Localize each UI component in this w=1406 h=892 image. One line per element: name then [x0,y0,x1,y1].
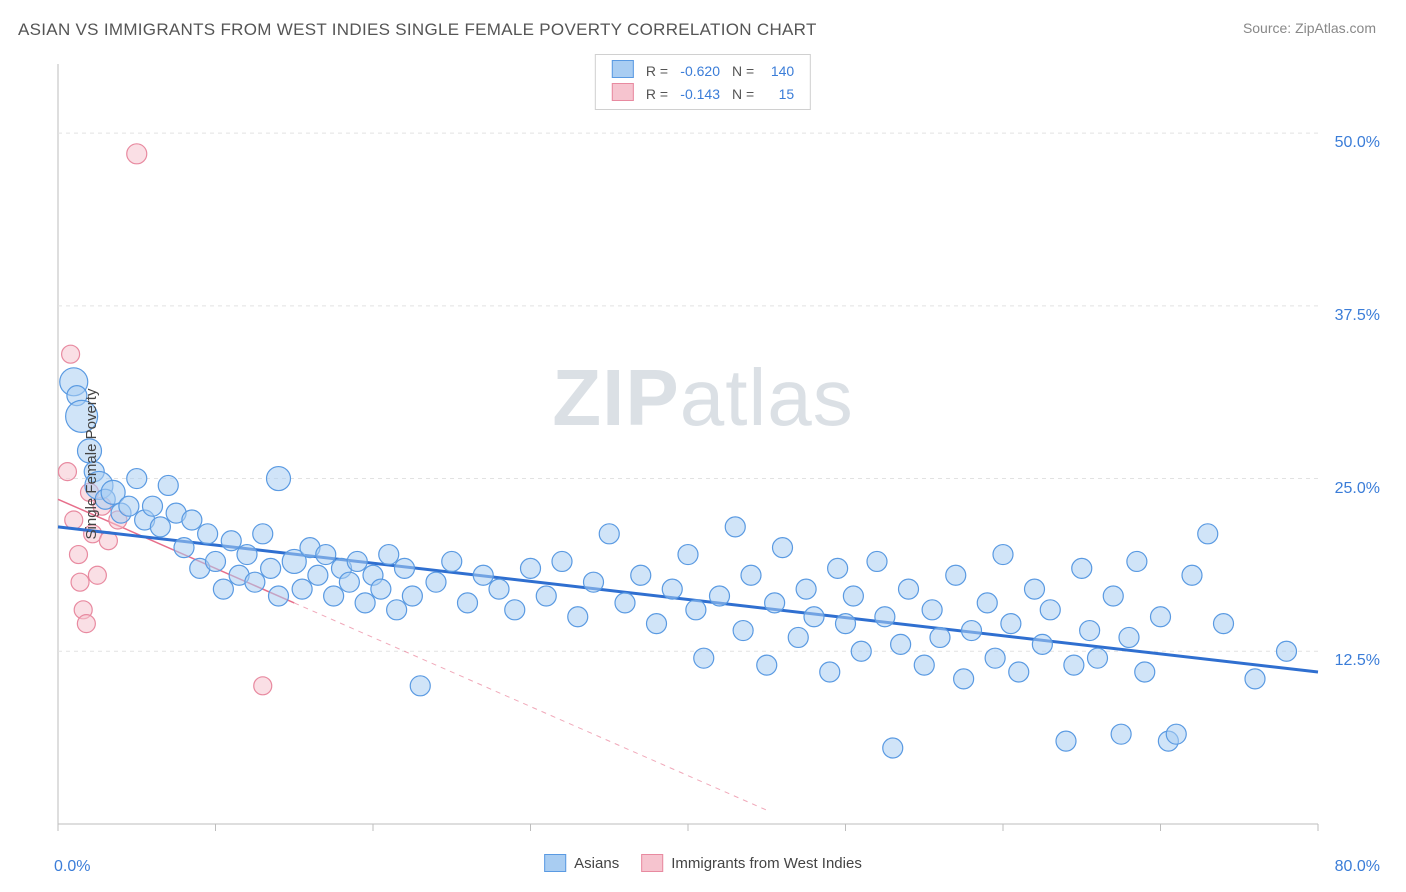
legend-swatch-west-indies [612,83,634,101]
series-legend: Asians Immigrants from West Indies [544,854,862,872]
legend-item-asians: Asians [544,854,619,872]
source-attribution: Source: ZipAtlas.com [1243,20,1376,36]
stats-row-west-indies: R = -0.143 N = 15 [606,82,800,105]
xtick-max-label: 80.0% [1335,858,1380,876]
legend-swatch-icon [641,854,663,872]
chart-title: ASIAN VS IMMIGRANTS FROM WEST INDIES SIN… [18,20,817,40]
y-axis-label: Single Female Poverty [83,389,100,540]
legend-label: Asians [574,855,619,872]
legend-item-west-indies: Immigrants from West Indies [641,854,862,872]
ytick-label: 25.0% [1335,480,1380,498]
chart-container: Single Female Poverty ZIPatlas 12.5% 25.… [18,54,1388,874]
xtick-min-label: 0.0% [54,858,90,876]
legend-swatch-icon [544,854,566,872]
ytick-label: 50.0% [1335,134,1380,152]
ytick-label: 37.5% [1335,307,1380,325]
ytick-label: 12.5% [1335,652,1380,670]
stats-row-asians: R = -0.620 N = 140 [606,59,800,82]
stats-legend: R = -0.620 N = 140 R = -0.143 N = 15 [595,54,811,110]
legend-swatch-asians [612,60,634,78]
scatter-plot [18,54,1388,854]
legend-label: Immigrants from West Indies [671,855,862,872]
